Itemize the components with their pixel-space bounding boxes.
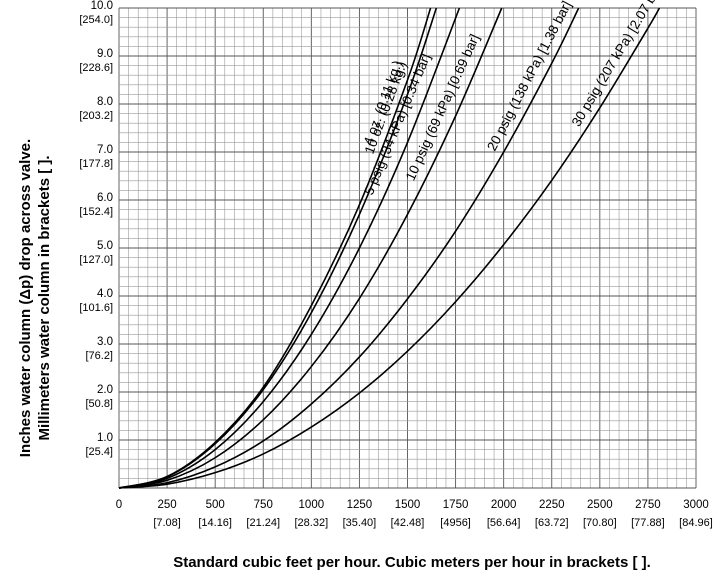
y-tick-sublabel: [177.8] — [79, 158, 113, 170]
x-tick-label: 1500 — [395, 499, 421, 511]
y-tick-sublabel: [152.4] — [79, 206, 113, 218]
x-tick-sublabel: [63.72] — [535, 517, 569, 529]
chart-grid — [118, 7, 697, 489]
y-tick-label: 1.0 — [97, 432, 113, 444]
x-tick-sublabel: [28.32] — [295, 517, 329, 529]
x-tick-label: 1000 — [299, 499, 325, 511]
x-tick-sublabel: [4956] — [440, 517, 471, 529]
series-label-6: 30 psig (207 kPa) [2.07 bar] — [569, 0, 667, 129]
x-tick-sublabel: [7.08] — [153, 517, 181, 529]
y-tick-sublabel: [254.0] — [79, 14, 113, 26]
x-tick-sublabel: [14.16] — [198, 517, 232, 529]
x-tick-label: 1750 — [443, 499, 469, 511]
x-tick-label: 750 — [254, 499, 273, 511]
y-tick-label: 5.0 — [97, 240, 113, 252]
x-tick-sublabel: [21.24] — [246, 517, 280, 529]
x-tick-label: 2000 — [491, 499, 517, 511]
series-line-6 — [118, 7, 661, 489]
y-tick-label: 2.0 — [97, 384, 113, 396]
x-tick-sublabel: [56.64] — [487, 517, 521, 529]
y-tick-sublabel: [203.2] — [79, 110, 113, 122]
x-tick-sublabel: [42.48] — [391, 517, 425, 529]
y-axis-title-line2: Millimeters water column in brackets [ ]… — [36, 155, 53, 440]
y-tick-sublabel: [25.4] — [85, 446, 113, 458]
series-label-5: 20 psig (138 kPa) [1.38 bar] — [484, 0, 574, 153]
x-tick-label: 250 — [157, 499, 176, 511]
x-tick-label: 2750 — [635, 499, 661, 511]
y-tick-label: 8.0 — [97, 96, 113, 108]
series-line-3 — [118, 7, 461, 489]
y-tick-sublabel: [127.0] — [79, 254, 113, 266]
y-tick-label: 3.0 — [97, 336, 113, 348]
x-tick-label: 500 — [206, 499, 225, 511]
y-tick-sublabel: [228.6] — [79, 62, 113, 74]
series-line-5 — [118, 7, 580, 489]
y-tick-label: 10.0 — [91, 0, 113, 12]
y-tick-label: 4.0 — [97, 288, 113, 300]
x-tick-label: 1250 — [347, 499, 373, 511]
series-line-2 — [118, 7, 438, 489]
series-line-4 — [118, 7, 503, 489]
y-tick-label: 6.0 — [97, 192, 113, 204]
x-tick-sublabel: [77.88] — [631, 517, 665, 529]
x-tick-label: 2250 — [539, 499, 565, 511]
y-tick-sublabel: [50.8] — [85, 398, 113, 410]
y-axis-title-line1: Inches water column (Δp) drop across val… — [17, 139, 34, 457]
y-tick-sublabel: [76.2] — [85, 350, 113, 362]
y-tick-sublabel: [101.6] — [79, 302, 113, 314]
y-tick-label: 9.0 — [97, 48, 113, 60]
y-tick-label: 7.0 — [97, 144, 113, 156]
x-tick-sublabel: [84.96] — [679, 517, 713, 529]
chart-series: 4 oz. (0.11 kg.)10 oz. (0.28 kg.)5 psig … — [118, 0, 667, 489]
x-axis-title: Standard cubic feet per hour. Cubic mete… — [173, 554, 651, 571]
x-axis-ticks: 0 250 500 750 1000 1250 1500 1750 2000 2250 2500 27… — [116, 499, 713, 529]
x-tick-label: 0 — [116, 499, 122, 511]
x-tick-sublabel: [70.80] — [583, 517, 617, 529]
y-axis-ticks: 1.0 [25.4] 2.0 [50.8] 3.0 [76.2] 4.0 [101.6] 5.0… — [79, 0, 113, 458]
x-tick-label: 3000 — [683, 499, 709, 511]
x-tick-sublabel: [35.40] — [343, 517, 377, 529]
x-tick-label: 2500 — [587, 499, 613, 511]
